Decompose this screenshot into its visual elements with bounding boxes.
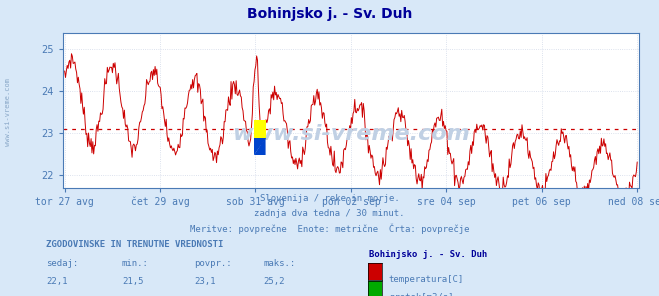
Text: sedaj:: sedaj: [46,259,78,268]
Text: Meritve: povprečne  Enote: metrične  Črta: povprečje: Meritve: povprečne Enote: metrične Črta:… [190,223,469,234]
Text: -nan: -nan [46,295,68,296]
Text: 22,1: 22,1 [46,277,68,286]
Text: 25,2: 25,2 [264,277,285,286]
Text: www.si-vreme.com: www.si-vreme.com [232,123,470,144]
Text: maks.:: maks.: [264,259,296,268]
Text: min.:: min.: [122,259,149,268]
Text: -nan: -nan [122,295,144,296]
Text: pretok[m3/s]: pretok[m3/s] [389,293,453,296]
Polygon shape [254,138,266,155]
Text: -nan: -nan [194,295,216,296]
Text: -nan: -nan [264,295,285,296]
Text: ZGODOVINSKE IN TRENUTNE VREDNOSTI: ZGODOVINSKE IN TRENUTNE VREDNOSTI [46,240,223,249]
Text: temperatura[C]: temperatura[C] [389,275,464,284]
Text: povpr.:: povpr.: [194,259,232,268]
Text: Slovenija / reke in morje.: Slovenija / reke in morje. [260,194,399,203]
Text: Bohinjsko j. - Sv. Duh: Bohinjsko j. - Sv. Duh [247,7,412,21]
Polygon shape [254,120,266,138]
Polygon shape [254,138,266,155]
Text: 21,5: 21,5 [122,277,144,286]
Text: 23,1: 23,1 [194,277,216,286]
Text: Bohinjsko j. - Sv. Duh: Bohinjsko j. - Sv. Duh [369,250,487,259]
Text: www.si-vreme.com: www.si-vreme.com [5,78,11,147]
Text: zadnja dva tedna / 30 minut.: zadnja dva tedna / 30 minut. [254,209,405,218]
